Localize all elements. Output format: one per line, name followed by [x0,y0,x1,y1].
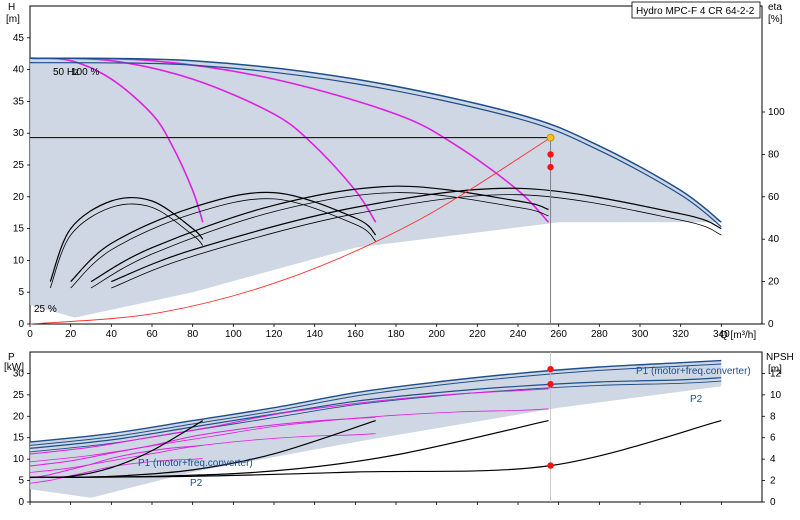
head-curve [29,57,377,223]
npsh-axis-label: NPSH [766,352,794,363]
npsh-tick-label: 8 [770,411,776,422]
p-tick-label: 25 [13,390,25,401]
y-tick-label: 30 [13,128,25,139]
efficiency-curve [111,187,722,283]
head-curve [29,57,722,223]
p1-curve-reduced [29,363,722,446]
y-tick-label: 25 [13,160,25,171]
duty-point-marker [546,133,555,142]
title-box [631,1,761,19]
x-tick-label: 320 [672,329,689,340]
npsh-tick-label: 4 [770,454,776,465]
p2-partial-curve [29,408,549,463]
p-tick-label: 5 [18,476,24,487]
p2-curve [29,377,722,449]
speed-label-hz: 50 Hz [53,67,79,78]
x-tick-label: 340 [713,329,730,340]
p-tick-label: 10 [13,454,25,465]
y-axis-unit: [m] [6,14,20,25]
p1-partial-curve [29,388,549,455]
npsh-tick-label: 12 [770,368,782,379]
min-speed-label: 25 % [34,304,57,315]
efficiency-curve-reduced [111,194,722,289]
y-tick-label: 20 [13,192,25,203]
x-tick-label: 60 [146,329,158,340]
x-axis-label: Q [m³/h] [720,330,756,341]
p-tick-label: 20 [13,411,25,422]
y2-tick-label: 100 [768,107,785,118]
npsh-tick-label: 6 [770,433,776,444]
y-tick-label: 40 [13,65,25,76]
x-tick-label: 20 [65,329,77,340]
system-curve [29,137,551,325]
efficiency-curve-reduced [49,203,204,289]
x-tick-label: 240 [510,329,527,340]
p-tick-label: 15 [13,433,25,444]
npsh-duty-marker [547,462,554,469]
npsh-curve [29,420,722,478]
upper-panel: 0 20 40 60 80 100 120 140 160 180 200 220 240 260 280 3… [13,33,785,340]
lower-panel: 0 5 10 15 20 25 30 0 2 4 6 8 10 12 [13,352,782,508]
x-tick-label: 40 [106,329,118,340]
efficiency-curve [90,185,549,283]
y2-tick-label: 20 [768,277,780,288]
p-axis-label: P [8,352,15,363]
x-tick-label: 220 [469,329,486,340]
x-tick-label: 200 [428,329,445,340]
y-tick-label: 45 [13,33,25,44]
p-axis-unit: [kW] [4,362,24,373]
x-tick-label: 140 [306,329,323,340]
efficiency-point-marker [547,151,554,158]
y2-tick-label: 40 [768,234,780,245]
chart-title: Hydro MPC-F 4 CR 64-2-2 [636,6,755,17]
p2-label-upper: P2 [690,394,703,405]
head-curve [29,57,204,223]
x-tick-label: 300 [632,329,649,340]
efficiency-point-marker [547,163,554,171]
p1-curve [29,359,722,443]
p2-partial-curve [29,433,376,473]
x-tick-label: 160 [347,329,364,340]
npsh-tick-label: 10 [770,390,782,401]
p2-label-lower: P2 [190,478,203,489]
y2-tick-label: 60 [768,192,780,203]
p-tick-label: 0 [18,497,24,508]
efficiency-curve-reduced [70,198,376,289]
p-tick-label: 30 [13,368,25,379]
y-tick-label: 35 [13,96,25,107]
speed-label-pct: 100 % [71,67,99,78]
power-area [30,360,722,498]
y-tick-label: 10 [13,255,25,266]
x-tick-label: 0 [27,329,33,340]
npsh-axis-unit: [m] [768,364,782,375]
y-tick-label: 0 [18,319,24,330]
head-curve-reduced [29,62,722,228]
y-axis-label: H [8,2,15,13]
efficiency-curve-reduced [90,192,549,289]
x-tick-label: 280 [591,329,608,340]
p1-label-upper: P1 (motor+freq.converter) [636,366,751,377]
p1-label-lower: P1 (motor+freq.converter) [138,458,253,469]
y2-axis-label: eta [768,2,782,13]
efficiency-curve [49,196,204,282]
efficiency-curve [70,191,377,283]
y2-axis-unit: [%] [768,14,783,25]
head-curve [29,57,550,223]
npsh-tick-label: 2 [770,476,776,487]
x-tick-label: 180 [388,329,405,340]
x-tick-label: 80 [187,329,199,340]
x-tick-label: 120 [266,329,283,340]
y2-tick-label: 0 [768,319,774,330]
p2-duty-marker [547,380,554,388]
y-tick-label: 15 [13,224,25,235]
p1-duty-marker [547,365,554,373]
npsh-tick-label: 0 [770,497,776,508]
p2-partial-curve [29,458,203,484]
x-tick-label: 260 [550,329,567,340]
y2-tick-label: 80 [768,149,780,160]
y-tick-label: 5 [18,287,24,298]
x-tick-label: 100 [225,329,242,340]
p1-partial-curve [29,444,203,479]
